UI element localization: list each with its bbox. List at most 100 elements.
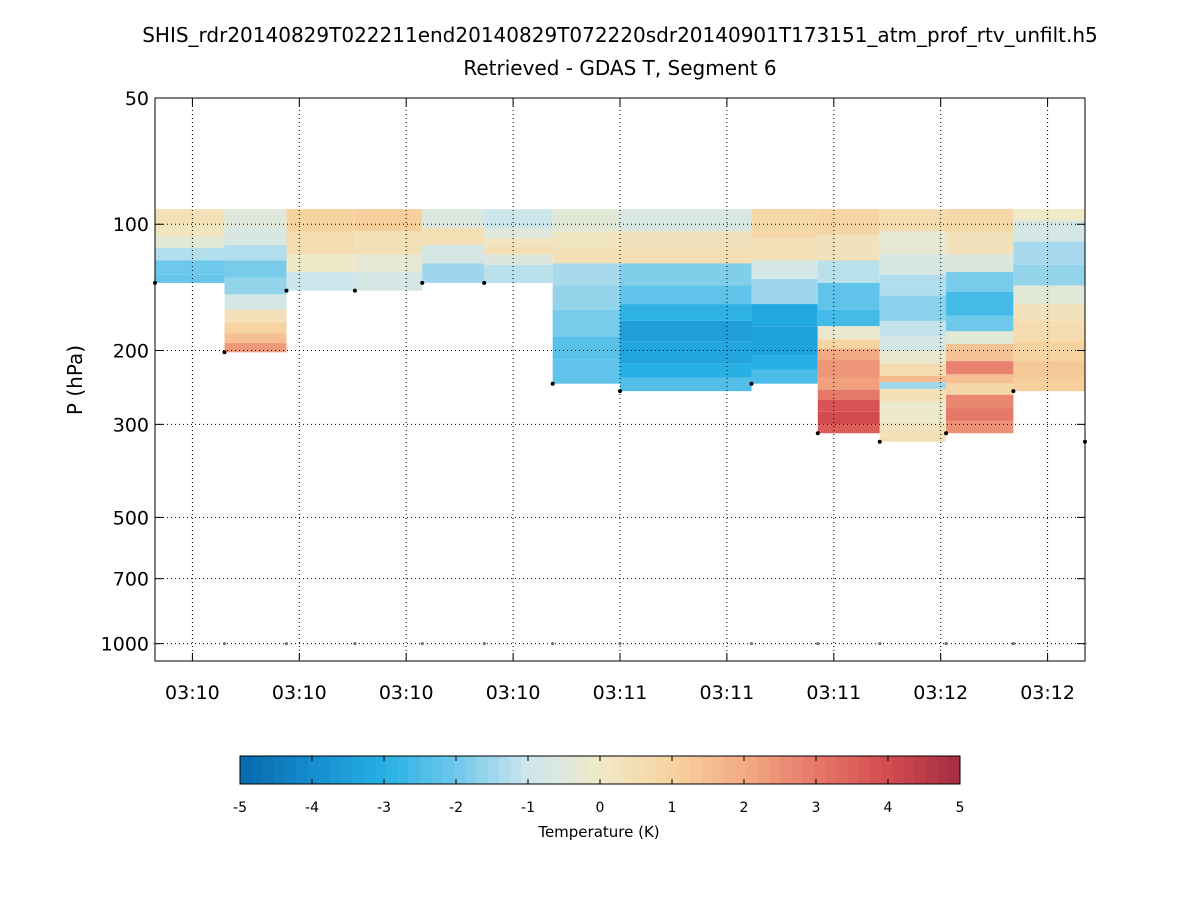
heatmap-cell-10-6 <box>879 336 947 351</box>
heatmap-cell-7-6 <box>620 320 752 342</box>
colorbar-segment-50 <box>802 756 815 784</box>
colorbar-segment-4 <box>285 756 297 784</box>
heatmap-cell-11-0 <box>946 209 1014 232</box>
heatmap-cell-7-8 <box>620 363 752 378</box>
colorbar-segment-37 <box>656 756 668 784</box>
colorbar-segment-22 <box>487 756 500 784</box>
x-tick-label-3: 03:10 <box>486 682 541 704</box>
colorbar-segment-8 <box>330 756 342 784</box>
colorbar-segment-28 <box>555 756 567 784</box>
heatmap-cell-10-10 <box>879 382 947 389</box>
heatmap-cell-3-0 <box>354 209 423 232</box>
heatmap-cell-10-1 <box>879 231 947 255</box>
colorbar-segment-45 <box>746 756 758 784</box>
heatmap-cell-11-7 <box>946 344 1014 362</box>
colorbar-segment-53 <box>836 756 848 784</box>
heatmap-cell-10-4 <box>879 295 947 321</box>
heatmap-cell-6-1 <box>552 231 620 249</box>
colorbar-tick-label-6: 1 <box>668 800 677 816</box>
colorbar-segment-15 <box>408 756 421 784</box>
colorbar-segment-9 <box>341 756 353 784</box>
colorbar-tick-label-2: -3 <box>377 800 391 816</box>
heatmap-cell-6-2 <box>552 248 620 264</box>
heatmap-cell-6-0 <box>552 209 620 232</box>
heatmap-cell-10-13 <box>879 424 947 437</box>
heatmap-cell-1-1 <box>224 227 287 245</box>
heatmap-cell-0-3 <box>155 248 225 261</box>
heatmap-cell-5-2 <box>484 238 553 247</box>
colorbar-segment-40 <box>690 756 702 784</box>
heatmap-cells <box>155 209 1085 442</box>
colorbar-ticks: -5 -4 -3 -2 -1 0 1 2 3 4 5 <box>233 756 964 816</box>
heatmap-cell-8-0 <box>751 209 818 239</box>
heatmap-cell-3-3 <box>354 272 423 291</box>
colorbar-tick-label-5: 0 <box>596 800 605 816</box>
surface-marker-6 <box>550 381 555 386</box>
y-tick-label-2: 200 <box>113 340 149 362</box>
heatmap-cell-3-2 <box>354 254 423 273</box>
heatmap-cell-9-5 <box>817 326 880 340</box>
colorbar-segment-59 <box>903 756 916 784</box>
heatmap-cell-9-2 <box>817 260 880 283</box>
surface-marker-8 <box>749 381 754 386</box>
x-tick-label-4: 03:11 <box>593 682 648 704</box>
colorbar-segment-60 <box>915 756 927 784</box>
y-tick-label-1: 100 <box>113 214 149 236</box>
heatmap-cell-12-9 <box>1013 377 1085 392</box>
x-tick-label-7: 03:12 <box>913 682 968 704</box>
colorbar-segment-25 <box>521 756 533 784</box>
colorbar-tick-label-8: 3 <box>812 800 821 816</box>
heatmap-cell-0-1 <box>155 224 225 237</box>
heatmap-cell-12-1 <box>1013 220 1085 242</box>
heatmap-cell-1-6 <box>224 309 287 324</box>
surface-marker-13 <box>1083 439 1087 444</box>
colorbar-segment-38 <box>667 756 680 784</box>
ground-marker-3 <box>353 642 357 646</box>
colorbar-tick-label-1: -4 <box>305 800 319 816</box>
heatmap-cell-8-1 <box>751 238 818 261</box>
colorbar-segment-55 <box>858 756 871 784</box>
colorbar-segment-6 <box>307 756 320 784</box>
heatmap-cell-5-0 <box>484 209 553 228</box>
colorbar-label: Temperature (K) <box>537 823 659 841</box>
heatmap-cell-4-1 <box>422 227 485 245</box>
colorbar-tick-label-9: 4 <box>884 800 893 816</box>
colorbar-segment-54 <box>847 756 860 784</box>
x-tick-label-2: 03:10 <box>379 682 434 704</box>
y-tick-label-4: 500 <box>113 507 149 529</box>
ground-marker-1 <box>222 642 227 646</box>
heatmap-cell-11-9 <box>946 374 1014 384</box>
colorbar-segment-48 <box>780 756 792 784</box>
surface-marker-9 <box>815 431 820 436</box>
chart-subtitle: Retrieved - GDAS T, Segment 6 <box>463 56 776 80</box>
colorbar-segment-19 <box>453 756 466 784</box>
y-axis-ticks: 50 100 200 300 500 700 1000 <box>101 88 1085 656</box>
heatmap-cell-1-8 <box>224 333 287 344</box>
colorbar-segment-17 <box>431 756 443 784</box>
x-axis-ticks: 03:10 03:10 03:10 03:10 03:11 03:11 03:11 03:12… <box>165 98 1075 704</box>
x-tick-label-6: 03:11 <box>806 682 861 704</box>
colorbar-segment-62 <box>937 756 950 784</box>
colorbar-segment-42 <box>712 756 725 784</box>
surface-marker-10 <box>877 439 882 444</box>
heatmap-cell-10-2 <box>879 254 947 275</box>
heatmap-cell-10-0 <box>879 209 947 232</box>
heatmap-cell-10-11 <box>879 388 947 402</box>
colorbar-segment-61 <box>926 756 938 784</box>
surface-marker-3 <box>352 288 357 293</box>
colorbar-segment-63 <box>948 756 961 784</box>
heatmap-cell-9-13 <box>817 424 880 434</box>
colorbar-tick-label-10: 5 <box>956 800 965 816</box>
heatmap-cell-11-11 <box>946 394 1014 409</box>
surface-marker-12 <box>1011 389 1016 394</box>
colorbar-segment-7 <box>318 756 331 784</box>
colorbar-segment-39 <box>678 756 691 784</box>
heatmap-cell-8-4 <box>751 304 818 327</box>
heatmap-cell-4-3 <box>422 263 485 283</box>
heatmap-cell-11-10 <box>946 383 1014 395</box>
heatmap-cell-10-8 <box>879 363 947 376</box>
colorbar-segment-43 <box>723 756 736 784</box>
colorbar-segment-11 <box>363 756 376 784</box>
surface-marker-7 <box>618 389 622 394</box>
x-tick-label-8: 03:12 <box>1020 682 1075 704</box>
